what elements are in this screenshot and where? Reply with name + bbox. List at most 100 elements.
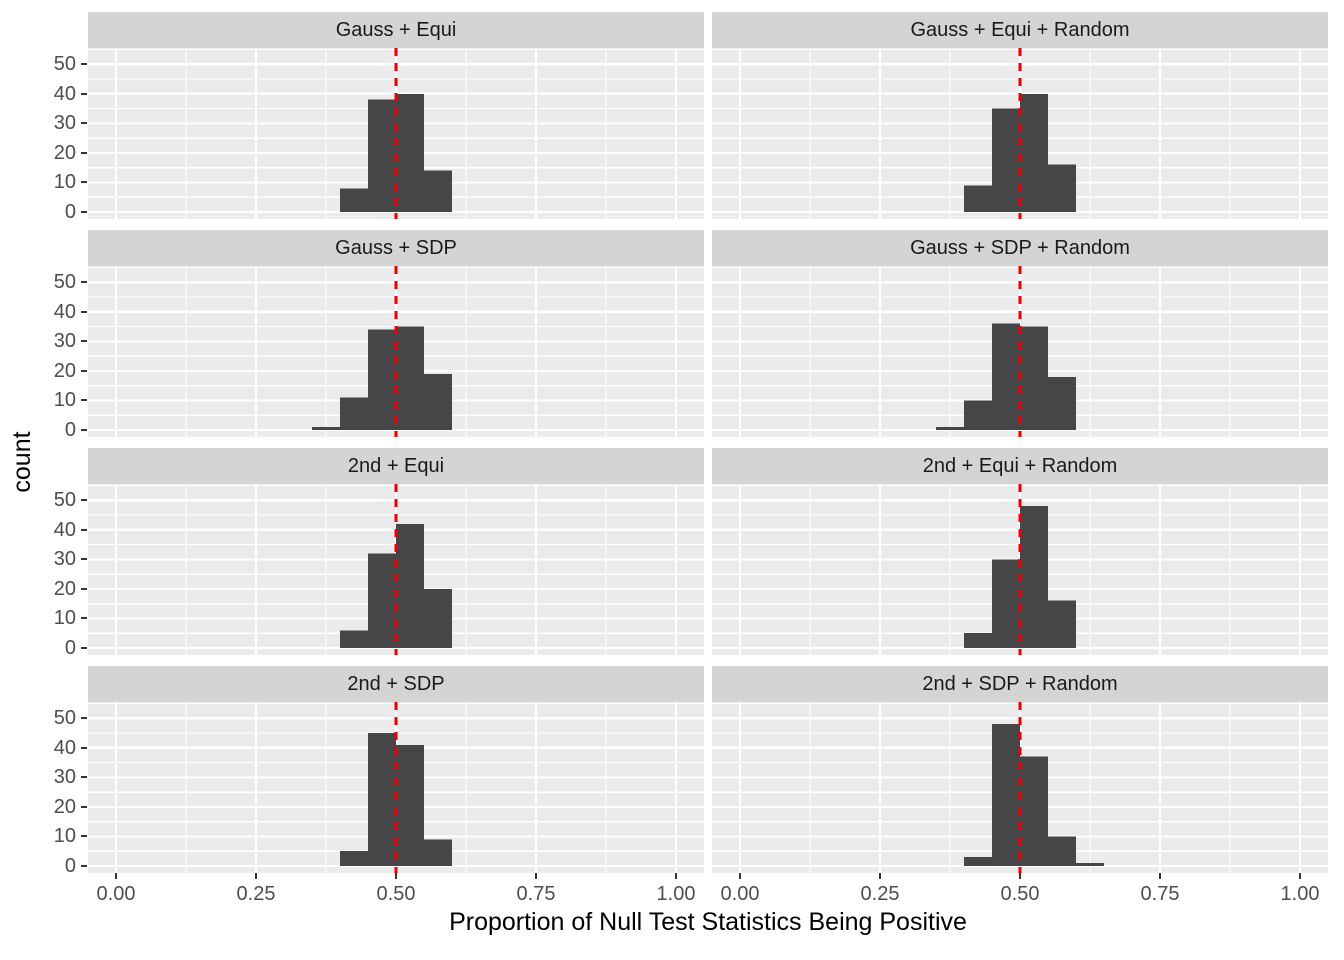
histogram-bar xyxy=(1048,376,1076,430)
histogram-bar xyxy=(1020,506,1048,648)
y-tick-mark xyxy=(81,310,87,313)
y-tick-label: 40 xyxy=(53,736,76,759)
x-tick-label: 0.25 xyxy=(236,883,276,905)
y-tick-label: 10 xyxy=(53,825,76,848)
y-tick-mark xyxy=(81,805,87,808)
y-tick-mark xyxy=(81,181,87,184)
y-tick-mark xyxy=(81,63,87,66)
x-tick-mark xyxy=(1299,873,1301,879)
y-tick-label: 20 xyxy=(53,359,76,382)
histogram-bar xyxy=(340,397,368,430)
y-tick-label: 20 xyxy=(53,141,76,164)
facet-title: Gauss + Equi + Random xyxy=(910,18,1130,41)
histogram-bar xyxy=(424,839,452,866)
facet-panel xyxy=(712,266,1328,437)
histogram-bar xyxy=(340,851,368,866)
y-tick-mark xyxy=(81,92,87,95)
y-tick-label: 10 xyxy=(53,607,76,630)
histogram-bar xyxy=(964,400,992,430)
facet-title: Gauss + SDP xyxy=(335,236,457,259)
histogram-bar xyxy=(936,427,964,430)
x-tick-mark xyxy=(255,873,257,879)
histogram-bar xyxy=(396,744,424,866)
y-tick-mark xyxy=(81,399,87,402)
histogram-bar xyxy=(396,326,424,430)
histogram-bar xyxy=(1020,326,1048,430)
histogram-bar xyxy=(424,170,452,212)
histogram-bar xyxy=(992,724,1020,866)
y-tick-label: 50 xyxy=(53,489,76,512)
x-tick-label: 0.50 xyxy=(376,883,416,905)
y-tick-label: 20 xyxy=(53,795,76,818)
x-tick-mark xyxy=(675,873,677,879)
histogram-bar xyxy=(1048,600,1076,648)
y-tick-label: 0 xyxy=(64,419,76,441)
y-tick-mark xyxy=(81,340,87,343)
facet-strip: Gauss + Equi xyxy=(88,12,704,48)
x-tick-label: 0.75 xyxy=(1140,883,1180,905)
histogram-bar xyxy=(424,373,452,430)
facet-title: Gauss + Equi xyxy=(335,18,457,41)
x-tick-label: 0.00 xyxy=(720,883,760,905)
x-tick-mark xyxy=(535,873,537,879)
y-tick-label: 50 xyxy=(53,271,76,294)
y-tick-label: 50 xyxy=(53,707,76,730)
y-tick-mark xyxy=(81,647,87,649)
histogram-bar xyxy=(992,559,1020,648)
y-tick-label: 30 xyxy=(53,330,76,353)
y-tick-mark xyxy=(81,717,87,720)
histogram-bar xyxy=(368,99,396,212)
y-tick-mark xyxy=(81,746,87,749)
facet-title: 2nd + Equi + Random xyxy=(922,454,1118,477)
histogram-bar xyxy=(1020,756,1048,866)
y-tick-label: 0 xyxy=(64,201,76,223)
y-tick-label: 40 xyxy=(53,300,76,323)
y-tick-label: 0 xyxy=(64,855,76,877)
x-tick-label: 0.25 xyxy=(860,883,900,905)
facet-strip: 2nd + Equi xyxy=(88,448,704,484)
x-tick-mark xyxy=(115,873,117,879)
facet-title: 2nd + SDP xyxy=(347,672,445,695)
facet-panel xyxy=(88,702,704,873)
histogram-bar xyxy=(368,733,396,866)
facet-strip: 2nd + Equi + Random xyxy=(712,448,1328,484)
histogram-bar xyxy=(340,630,368,648)
y-tick-mark xyxy=(81,528,87,531)
y-tick-label: 40 xyxy=(53,518,76,541)
histogram-bar xyxy=(1048,836,1076,866)
y-tick-mark xyxy=(81,151,87,154)
facet-title: Gauss + SDP + Random xyxy=(910,236,1130,259)
x-tick-label: 1.00 xyxy=(656,883,696,905)
x-tick-label: 0.00 xyxy=(96,883,136,905)
y-tick-mark xyxy=(81,776,87,779)
facet-strip: Gauss + SDP xyxy=(88,230,704,266)
facet-panel xyxy=(88,48,704,219)
x-axis-title: Proportion of Null Test Statistics Being… xyxy=(449,908,967,936)
histogram-bar xyxy=(340,188,368,212)
histogram-bar xyxy=(992,108,1020,212)
y-tick-label: 20 xyxy=(53,577,76,600)
x-tick-mark xyxy=(739,873,741,879)
y-tick-mark xyxy=(81,122,87,125)
histogram-bar xyxy=(964,185,992,212)
y-tick-mark xyxy=(81,835,87,838)
y-tick-label: 30 xyxy=(53,548,76,571)
x-tick-label: 1.00 xyxy=(1280,883,1320,905)
x-tick-label: 0.50 xyxy=(1000,883,1040,905)
facet-strip: Gauss + Equi + Random xyxy=(712,12,1328,48)
facet-panel xyxy=(712,48,1328,219)
y-tick-label: 0 xyxy=(64,637,76,659)
facet-strip: 2nd + SDP xyxy=(88,666,704,702)
y-tick-mark xyxy=(81,281,87,284)
histogram-bar xyxy=(396,93,424,212)
y-tick-label: 50 xyxy=(53,53,76,76)
y-tick-label: 40 xyxy=(53,82,76,105)
y-tick-label: 10 xyxy=(53,171,76,194)
histogram-bar xyxy=(368,329,396,430)
histogram-bar xyxy=(424,588,452,648)
facet-strip: Gauss + SDP + Random xyxy=(712,230,1328,266)
facet-panel xyxy=(88,484,704,655)
histogram-bar xyxy=(1076,863,1104,866)
facet-title: 2nd + SDP + Random xyxy=(922,672,1118,695)
